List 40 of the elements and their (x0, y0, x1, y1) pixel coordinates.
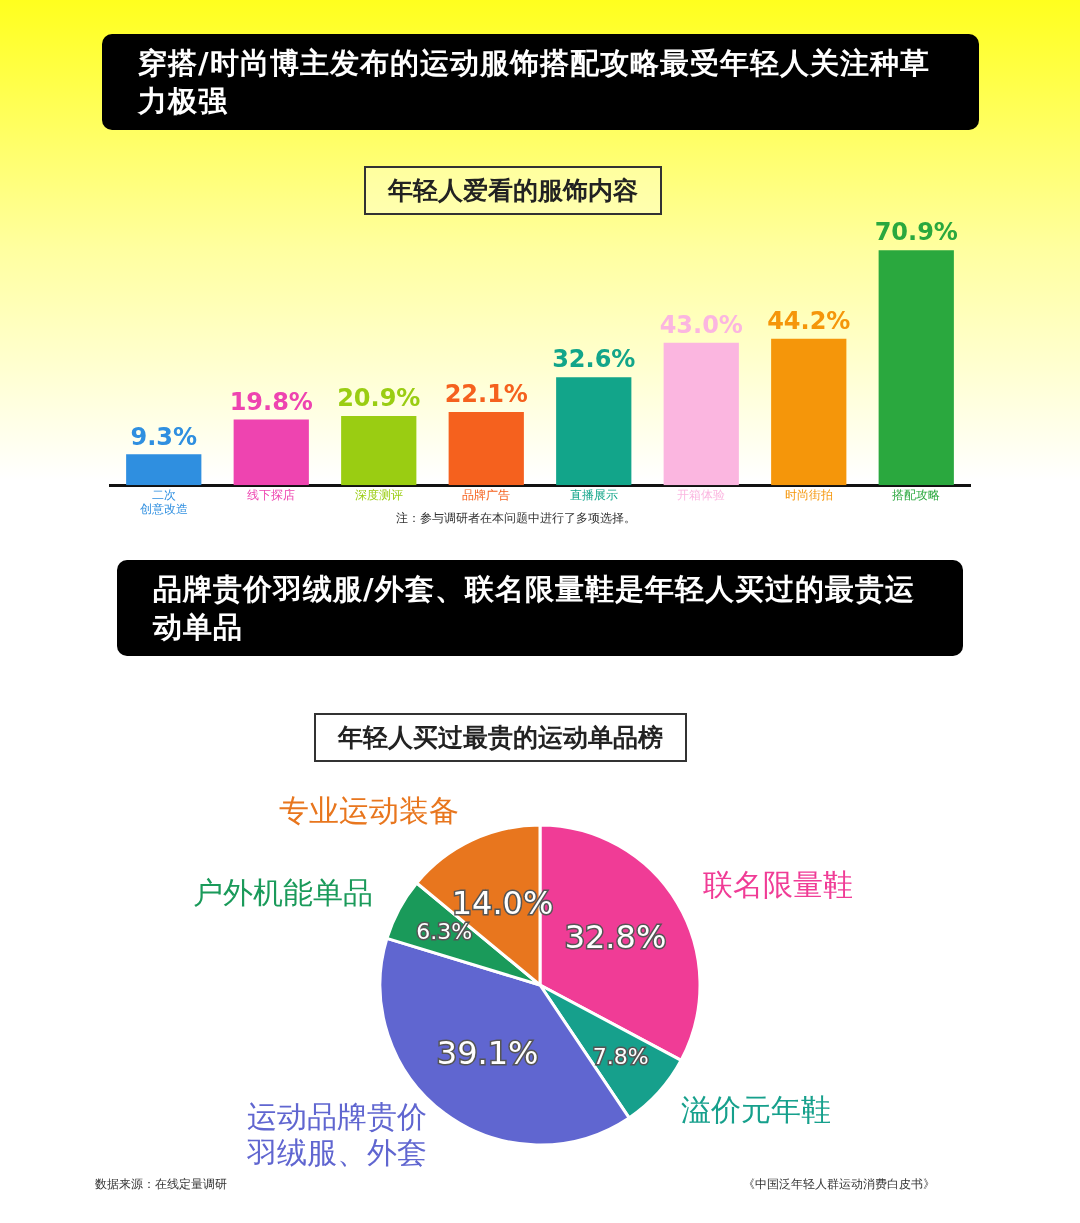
bar (448, 411, 524, 486)
text: 《中国泛年轻人群运动消费白皮书》 (743, 1176, 935, 1193)
data-label: 43.0% (659, 310, 743, 339)
bar (663, 342, 739, 486)
source-note: 数据来源：在线定量调研 (95, 1176, 227, 1193)
slice-label: 溢价元年鞋 (680, 1092, 831, 1128)
x-tick-label: 二次创意改造 (139, 487, 188, 516)
bar (771, 338, 847, 486)
chart-title: 品牌贵价羽绒服/外套、联名限量鞋是年轻人买过的最贵运动单品 (117, 560, 963, 656)
bar (126, 454, 202, 486)
bar (556, 377, 632, 486)
data-label: 22.1% (444, 380, 528, 409)
data-label: 32.6% (552, 345, 636, 374)
data-label: 39.1% (436, 1034, 539, 1073)
bar (233, 419, 309, 486)
text: 注：参与调研者在本问题中进行了多项选择。 (396, 510, 636, 527)
x-tick-label: 品牌广告 (462, 487, 511, 502)
slice-label: 联名限量鞋 (702, 867, 853, 903)
data-label: 32.8% (564, 918, 667, 957)
data-label: 70.9% (874, 218, 958, 247)
x-tick-label: 深度测评 (354, 487, 403, 502)
x-tick-label: 线下探店 (247, 487, 296, 502)
data-label: 6.3% (416, 919, 473, 945)
slice-label: 专业运动装备 (279, 792, 460, 828)
bar (878, 250, 954, 486)
data-label: 19.8% (229, 387, 313, 416)
data-label: 44.2% (767, 306, 851, 335)
slice-label: 户外机能单品 (192, 874, 373, 910)
data-label: 9.3% (130, 422, 198, 451)
data-label: 7.8% (592, 1043, 649, 1069)
x-tick-label: 搭配攻略 (892, 487, 941, 502)
x-tick-label: 直播展示 (569, 487, 618, 502)
x-tick-label: 时尚街拍 (784, 487, 833, 502)
slice-label: 运动品牌贵价羽绒服、外套 (245, 1099, 427, 1171)
data-label: 20.9% (337, 384, 421, 413)
chart-title: 穿搭/时尚博主发布的运动服饰搭配攻略最受年轻人关注种草力极强 (102, 34, 979, 130)
x-tick-label: 开箱体验 (677, 487, 726, 502)
chart-subtitle: 年轻人买过最贵的运动单品榜 (314, 713, 687, 762)
chart-subtitle: 年轻人爱看的服饰内容 (364, 166, 662, 215)
bar (341, 415, 417, 486)
